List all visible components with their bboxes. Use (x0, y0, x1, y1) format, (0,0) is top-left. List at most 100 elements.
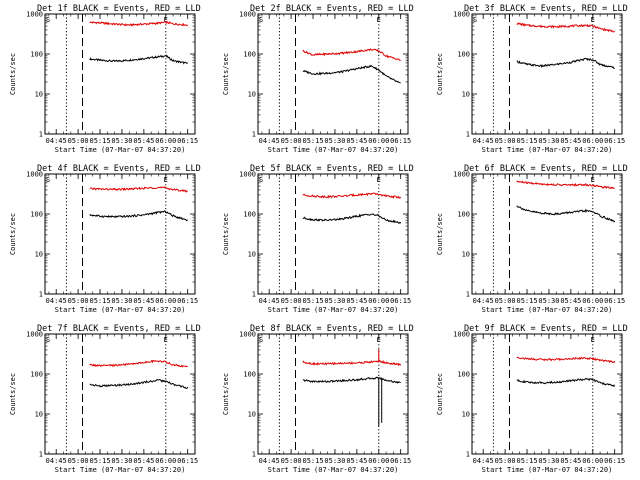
series-events (302, 64, 401, 84)
chart-panel-det-8: Det 8f BLACK = Events, RED = LLD 1 10 100 10… (222, 324, 414, 474)
chart-panel-det-5: Det 5f BLACK = Events, RED = LLD 1 10 100 10… (222, 164, 414, 314)
x-tick-label: 05:00 (68, 297, 89, 305)
marker-e: E (591, 176, 595, 184)
x-tick-label: 05:00 (495, 137, 516, 145)
marker-e: E (164, 176, 168, 184)
x-tick-label: 04:45 (259, 457, 280, 465)
panel-title: Det 3f BLACK = Events, RED = LLD (464, 4, 628, 14)
marker-s: S (259, 16, 263, 24)
x-tick-label: 05:45 (560, 457, 581, 465)
y-tick-label: 1000 (26, 331, 43, 339)
y-axis-label: Counts/sec (222, 213, 230, 255)
x-tick-label: 05:15 (89, 457, 110, 465)
y-tick-label: 100 (243, 51, 256, 59)
x-tick-label: 06:15 (177, 137, 198, 145)
marker-s: S (473, 336, 477, 344)
series-events (89, 378, 189, 389)
x-tick-label: 05:15 (516, 137, 537, 145)
chart-panel-det-7: Det 7f BLACK = Events, RED = LLD 1 10 100 10… (9, 324, 201, 474)
chart-panel-det-1: Det 1f BLACK = Events, RED = LLD 1 10 100 10… (9, 4, 201, 154)
marker-s: S (473, 16, 477, 24)
x-axis-label: Start Time (07-Mar-07 04:37:20) (55, 466, 186, 474)
marker-e: E (377, 16, 381, 24)
panel-title: Det 1f BLACK = Events, RED = LLD (37, 4, 201, 14)
marker-s: S (46, 336, 50, 344)
series-lld (302, 48, 401, 61)
x-tick-label: 05:30 (324, 457, 345, 465)
x-axis-label: Start Time (07-Mar-07 04:37:20) (482, 146, 613, 154)
marker-e: E (377, 336, 381, 344)
x-tick-label: 05:15 (89, 137, 110, 145)
marker-s: S (473, 176, 477, 184)
x-tick-label: 05:30 (111, 137, 132, 145)
y-tick-label: 100 (457, 211, 470, 219)
series-lld (302, 359, 402, 367)
marker-s: S (46, 16, 50, 24)
y-tick-label: 100 (243, 211, 256, 219)
series-lld (302, 192, 402, 199)
series-events (302, 376, 401, 384)
x-tick-label: 05:45 (133, 457, 154, 465)
marker-e: E (377, 176, 381, 184)
y-axis-label: Counts/sec (436, 53, 444, 95)
y-axis-label: Counts/sec (222, 53, 230, 95)
x-tick-label: 05:15 (516, 297, 537, 305)
chart-panel-det-2: Det 2f BLACK = Events, RED = LLD 1 10 100 10… (222, 4, 414, 154)
x-tick-label: 06:15 (390, 457, 411, 465)
x-axis-label: Start Time (07-Mar-07 04:37:20) (268, 306, 399, 314)
chart-panel-det-3: Det 3f BLACK = Events, RED = LLD 1 10 100 10… (436, 4, 628, 154)
plot-frame (257, 333, 409, 455)
series-events (89, 210, 189, 222)
chart-panel-det-9: Det 9f BLACK = Events, RED = LLD 1 10 100 10… (436, 324, 628, 474)
plot-frame (257, 13, 409, 135)
x-tick-label: 05:00 (68, 137, 89, 145)
x-tick-label: 05:30 (538, 137, 559, 145)
panel-title: Det 7f BLACK = Events, RED = LLD (37, 324, 201, 334)
y-axis-label: Counts/sec (9, 373, 17, 415)
x-tick-label: 05:45 (560, 297, 581, 305)
y-tick-label: 100 (243, 371, 256, 379)
x-tick-label: 06:00 (155, 137, 176, 145)
y-tick-label: 1 (252, 131, 256, 139)
x-tick-label: 06:00 (582, 457, 603, 465)
y-tick-label: 10 (35, 251, 43, 259)
plot-frame (44, 13, 196, 135)
series-events (302, 213, 402, 225)
x-tick-label: 04:45 (46, 457, 67, 465)
x-tick-label: 05:00 (281, 457, 302, 465)
y-tick-label: 1 (39, 131, 43, 139)
x-tick-label: 05:15 (89, 297, 110, 305)
x-axis-label: Start Time (07-Mar-07 04:37:20) (482, 306, 613, 314)
plot-frame (471, 333, 623, 455)
panel-title: Det 5f BLACK = Events, RED = LLD (250, 164, 414, 174)
y-tick-label: 10 (462, 251, 470, 259)
y-tick-label: 10 (248, 251, 256, 259)
x-axis-label: Start Time (07-Mar-07 04:37:20) (268, 466, 399, 474)
x-tick-label: 06:00 (155, 297, 176, 305)
y-tick-label: 1 (252, 451, 256, 459)
y-tick-label: 1000 (26, 171, 43, 179)
y-tick-label: 10 (248, 411, 256, 419)
y-axis-label: Counts/sec (9, 213, 17, 255)
plot-frame (471, 173, 623, 295)
x-tick-label: 06:00 (368, 137, 389, 145)
panel-title: Det 4f BLACK = Events, RED = LLD (37, 164, 201, 174)
x-tick-label: 05:00 (495, 457, 516, 465)
marker-e: E (164, 336, 168, 344)
x-tick-label: 06:00 (582, 137, 603, 145)
x-tick-label: 06:00 (582, 297, 603, 305)
plot-frame (44, 333, 196, 455)
x-tick-label: 06:00 (155, 457, 176, 465)
x-tick-label: 05:00 (495, 297, 516, 305)
marker-s: S (259, 176, 263, 184)
panel-title: Det 6f BLACK = Events, RED = LLD (464, 164, 628, 174)
x-tick-label: 04:45 (46, 297, 67, 305)
x-tick-label: 04:45 (473, 297, 494, 305)
y-tick-label: 100 (30, 371, 43, 379)
x-tick-label: 05:00 (281, 137, 302, 145)
y-tick-label: 1000 (453, 171, 470, 179)
x-tick-label: 04:45 (473, 137, 494, 145)
x-tick-label: 06:15 (177, 457, 198, 465)
series-events (516, 377, 616, 387)
series-events (516, 57, 615, 70)
